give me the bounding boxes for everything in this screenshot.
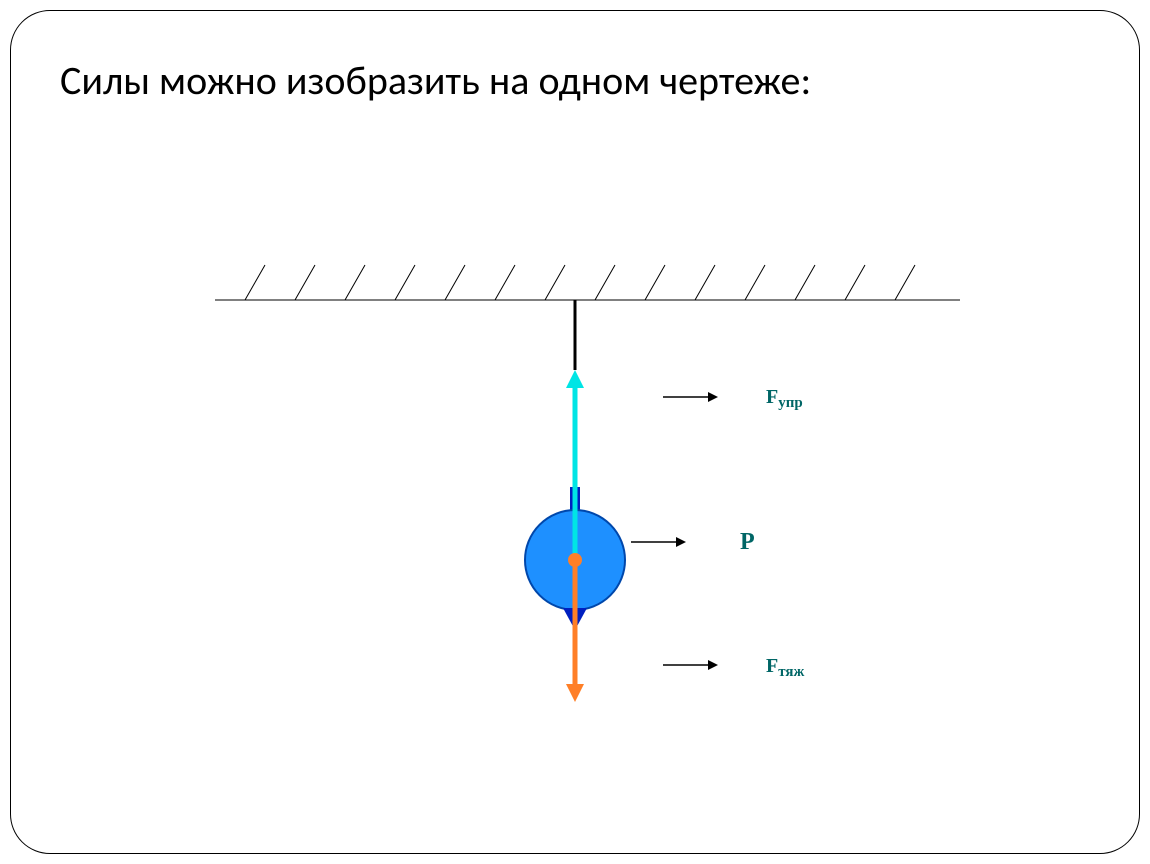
force-diagram	[0, 0, 1150, 864]
center-dot	[568, 553, 582, 567]
label-f-tyazh: Fтяж	[766, 655, 804, 681]
label-f-upr: Fупр	[766, 386, 803, 412]
label-p: P	[740, 529, 755, 556]
